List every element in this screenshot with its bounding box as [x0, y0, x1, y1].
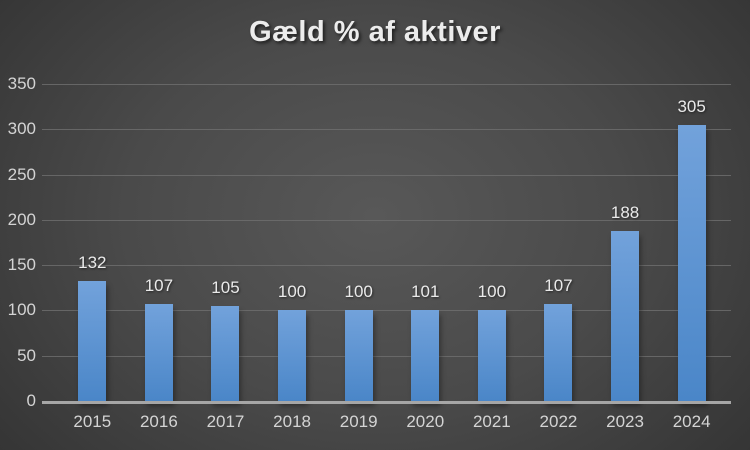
bar-value-label: 107 — [544, 276, 573, 296]
bar-value-label: 188 — [610, 202, 640, 222]
bar-slot: 107 — [525, 84, 592, 401]
bar-slot: 100 — [259, 84, 326, 401]
x-axis-label: 2022 — [539, 412, 578, 431]
gridline — [42, 310, 731, 312]
y-axis: 0 50 100 150 200 250 300 350 — [0, 74, 36, 410]
bar — [677, 124, 706, 401]
y-axis-tick-label: 250 — [7, 164, 36, 184]
bar — [611, 230, 640, 401]
y-axis-tick-label: 150 — [7, 255, 36, 275]
x-axis-label: 2017 — [206, 412, 245, 431]
bar-value-label: 100 — [477, 282, 507, 302]
x-axis-label: 2020 — [406, 412, 445, 431]
x-axis-line — [42, 401, 731, 404]
x-axis-label: 2019 — [339, 412, 378, 431]
x-axis-label: 2021 — [472, 412, 511, 431]
x-axis-label: 2015 — [73, 412, 112, 431]
x-axis-label: 2018 — [273, 412, 311, 431]
bar-slot: 305 — [658, 84, 725, 401]
bar-value-label: 105 — [211, 277, 240, 297]
gridline — [42, 219, 731, 221]
bar-slot: 105 — [192, 84, 259, 401]
bar — [211, 305, 240, 401]
gridline — [42, 265, 731, 267]
bar — [411, 309, 440, 401]
bar-value-label: 100 — [344, 282, 373, 302]
plot-area: 132 107 105 100 100 101 100 107 188 305 — [42, 84, 731, 404]
y-axis-tick-label: 0 — [26, 391, 36, 410]
gridline — [42, 129, 731, 131]
bar-slot: 100 — [459, 84, 526, 401]
bar — [477, 310, 506, 401]
bar-slot: 100 — [325, 84, 392, 401]
gridline — [42, 174, 731, 176]
bar — [144, 304, 173, 401]
bar — [78, 281, 107, 401]
gridline — [42, 84, 731, 85]
bar-slot: 132 — [59, 84, 126, 401]
bar-slot: 107 — [126, 84, 193, 401]
y-axis-tick-label: 300 — [7, 119, 36, 139]
bar — [278, 310, 307, 401]
y-axis-tick-label: 100 — [7, 300, 36, 320]
bar-value-label: 132 — [78, 253, 107, 273]
y-axis-tick-label: 200 — [7, 209, 36, 229]
chart-title: Gæld % af aktiver — [249, 16, 501, 48]
x-axis: 2015 2016 2017 2018 2019 2020 2021 2022 2023 2024 — [59, 410, 725, 434]
x-axis-label: 2016 — [139, 412, 178, 431]
x-axis-label: 2024 — [672, 412, 711, 431]
y-axis-tick-label: 350 — [7, 74, 36, 93]
bar-series: 132 107 105 100 100 101 100 107 188 305 — [59, 84, 725, 401]
x-axis-label: 2023 — [606, 412, 644, 431]
bar — [344, 310, 373, 401]
bar-value-label: 107 — [144, 276, 174, 296]
gridline — [42, 355, 731, 357]
bar-value-label: 305 — [677, 96, 706, 116]
bar — [544, 304, 573, 401]
bar-slot: 101 — [392, 84, 459, 401]
bar-slot: 188 — [592, 84, 659, 401]
y-axis-tick-label: 50 — [17, 345, 36, 365]
bar-value-label: 101 — [411, 281, 440, 301]
bar-value-label: 100 — [277, 282, 307, 302]
